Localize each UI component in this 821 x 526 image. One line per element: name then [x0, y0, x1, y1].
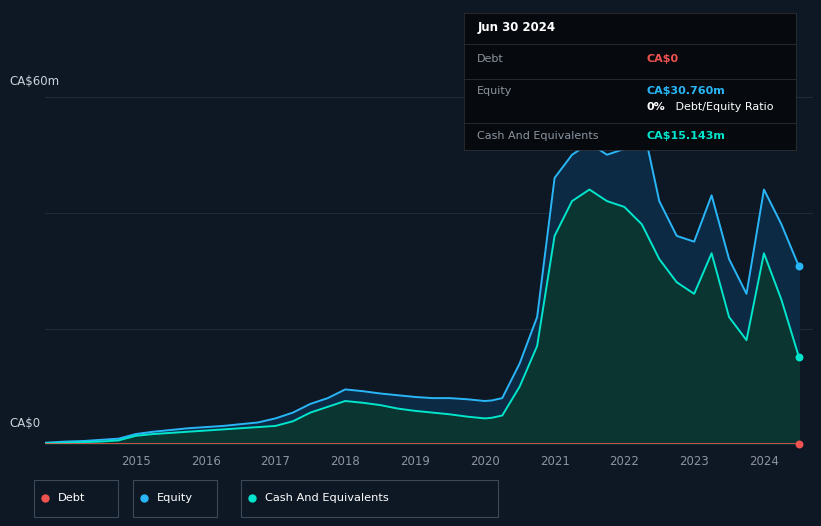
Text: Jun 30 2024: Jun 30 2024	[477, 21, 555, 34]
Point	[792, 352, 805, 361]
Text: Cash And Equivalents: Cash And Equivalents	[265, 493, 389, 503]
Text: CA$0: CA$0	[10, 417, 41, 430]
Text: Debt: Debt	[58, 493, 85, 503]
Text: Equity: Equity	[477, 86, 512, 96]
Text: Equity: Equity	[157, 493, 193, 503]
Text: CA$0: CA$0	[647, 54, 679, 64]
Text: CA$60m: CA$60m	[10, 75, 60, 88]
Text: Debt: Debt	[477, 54, 504, 64]
Text: Debt/Equity Ratio: Debt/Equity Ratio	[672, 102, 773, 112]
Point	[792, 440, 805, 449]
Text: 0%: 0%	[647, 102, 666, 112]
Text: CA$15.143m: CA$15.143m	[647, 131, 726, 141]
Text: CA$30.760m: CA$30.760m	[647, 86, 726, 96]
Text: Cash And Equivalents: Cash And Equivalents	[477, 131, 599, 141]
Point	[792, 262, 805, 270]
